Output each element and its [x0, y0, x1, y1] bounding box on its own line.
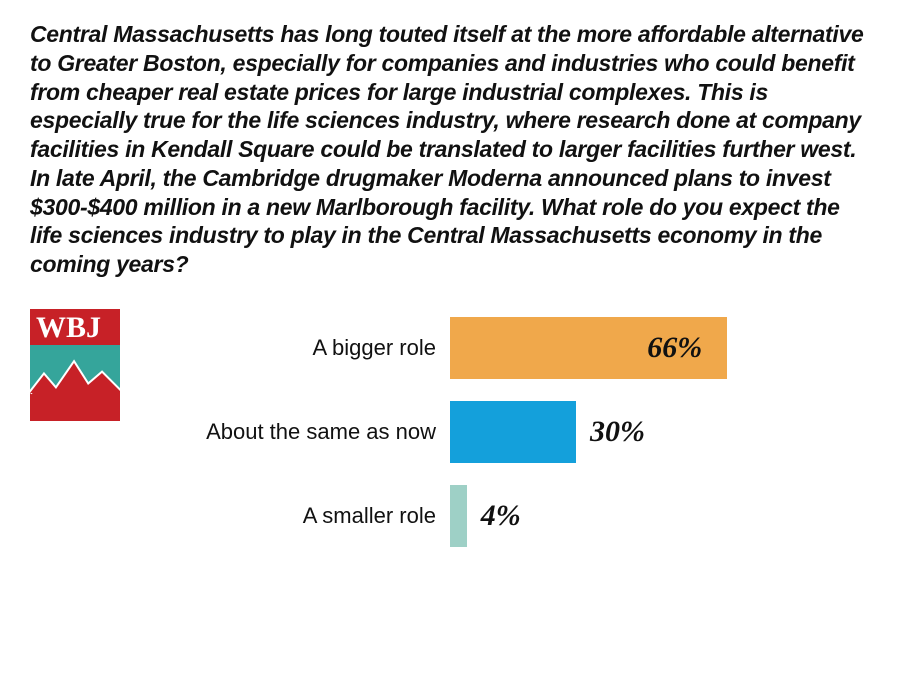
chart-row-label: A smaller role	[140, 503, 450, 529]
chart-pct-label: 66%	[647, 331, 702, 365]
chart-bar-area: 4%	[450, 485, 870, 547]
poll-bar-chart: A bigger role 66% About the same as now 30%…	[140, 309, 870, 569]
chart-bar	[450, 401, 576, 463]
chart-pct-label: 30%	[590, 415, 645, 449]
chart-row-label: A bigger role	[140, 335, 450, 361]
chart-row: About the same as now 30%	[140, 401, 870, 463]
chart-bar-area: 66%	[450, 317, 870, 379]
chart-row-label: About the same as now	[140, 419, 450, 445]
chart-row: A bigger role 66%	[140, 317, 870, 379]
chart-bar	[450, 485, 467, 547]
wbj-logo: WBJ	[30, 309, 120, 421]
wbj-logo-text: WBJ	[30, 309, 120, 345]
chart-pct-label: 4%	[481, 499, 521, 533]
logo-chart-accent	[30, 393, 120, 421]
chart-row: A smaller role 4%	[140, 485, 870, 547]
wbj-logo-chart-icon	[30, 345, 120, 421]
chart-bar-area: 30%	[450, 401, 870, 463]
intro-paragraph: Central Massachusetts has long touted it…	[30, 20, 870, 279]
content-area: WBJ A bigger role 66% About the same as no…	[30, 309, 870, 569]
